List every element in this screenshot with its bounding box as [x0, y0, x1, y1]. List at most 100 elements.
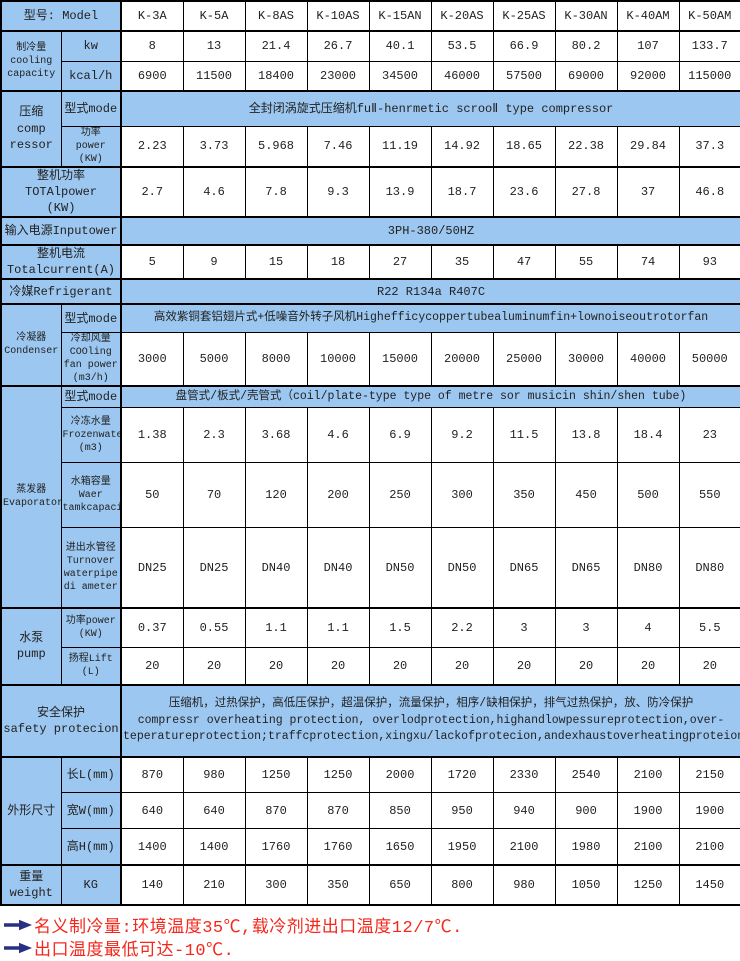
value-cell: 27: [368, 244, 432, 280]
value-cell: 1250: [244, 755, 308, 794]
notes: 名义制冷量:环境温度35℃,载冷剂进出口温度12/7℃. 出口温度最低可达-10…: [0, 906, 740, 961]
value-cell: 200: [306, 462, 370, 529]
value-cell: 11500: [182, 60, 246, 92]
table-row: 水箱容量 Waer tamkcapacity(L)507012020025030…: [1, 462, 740, 529]
value-cell: 3: [492, 606, 556, 649]
value-cell: 18: [306, 244, 370, 280]
value-cell: 2.23: [120, 125, 184, 167]
model-header-cell: K-5A: [182, 0, 246, 32]
value-cell: 18.65: [492, 125, 556, 167]
value-cell: 10000: [306, 331, 370, 387]
value-cell: 3.68: [244, 407, 308, 464]
value-cell: DN25: [182, 527, 246, 609]
model-header-cell: K-3A: [120, 0, 184, 32]
merged-value-compressor-type: 全封闭涡旋式压缩机fuⅡ-henrmetic scrooⅡ type compr…: [120, 90, 740, 127]
value-cell: 20: [616, 647, 680, 686]
value-cell: 1450: [678, 863, 740, 906]
value-cell: DN80: [678, 527, 740, 609]
table-row: kcal/h 6900 11500 18400 23000 34500 46000 57500…: [1, 60, 740, 92]
value-cell: 1980: [554, 828, 618, 866]
value-cell: 5000: [182, 331, 246, 387]
merged-value-evaporator-type: 盘管式/板式/壳管式（coil/plate-type type of metre…: [120, 384, 740, 409]
row-label-kw: kw: [60, 30, 122, 62]
value-cell: DN25: [120, 527, 184, 609]
value-cell: 2.3: [182, 407, 246, 464]
value-cell: 14.92: [430, 125, 494, 167]
value-cell: 1400: [120, 828, 184, 866]
value-cell: 9.3: [306, 165, 370, 218]
value-cell: 2540: [554, 755, 618, 794]
value-cell: 140: [120, 863, 184, 906]
value-cell: 3000: [120, 331, 184, 387]
value-cell: 2.2: [430, 606, 494, 649]
table-row: 功率 power (KW) 2.23 3.73 5.968 7.46 11.19 14.92…: [1, 125, 740, 167]
row-label-kcalh: kcal/h: [60, 60, 122, 92]
model-header-cell: K-25AS: [492, 0, 556, 32]
model-header-cell: K-10AS: [306, 0, 370, 32]
value-cell: 2100: [678, 828, 740, 866]
value-cell: 3: [554, 606, 618, 649]
table-row: 压缩 comp ressor 型式mode 全封闭涡旋式压缩机fuⅡ-henrmet…: [0, 90, 740, 167]
value-cell: 550: [678, 462, 740, 529]
note-text: 名义制冷量:环境温度35℃,载冷剂进出口温度12/7℃.: [34, 919, 463, 939]
value-cell: 3.73: [182, 125, 246, 167]
row-label-width: 宽W(mm): [60, 792, 122, 830]
value-cell: 55: [554, 244, 618, 280]
value-cell: 22.38: [554, 125, 618, 167]
value-cell: 980: [182, 755, 246, 794]
value-cell: 0.37: [120, 606, 184, 649]
model-header-cell: K-15AN: [368, 0, 432, 32]
model-header-cell: K-30AN: [554, 0, 618, 32]
value-cell: 1.1: [306, 606, 370, 649]
value-cell: 500: [616, 462, 680, 529]
value-cell: 26.7: [306, 30, 370, 62]
table-row: 整机电流 Totalcurrent(A) 5 9 15 18 27 35 47 55 74 93: [0, 244, 740, 280]
value-cell: 9.2: [430, 407, 494, 464]
value-cell: 30000: [554, 331, 618, 387]
value-cell: 2.7: [120, 165, 184, 218]
value-cell: 23: [678, 407, 740, 464]
row-label-mode: 型式mode: [60, 303, 122, 333]
table-row: 整机功率 TOTAlpower (KW) 2.7 4.6 7.8 9.3 13.9 18.7…: [0, 165, 740, 218]
value-cell: DN40: [306, 527, 370, 609]
value-cell: 7.8: [244, 165, 308, 218]
value-cell: 69000: [554, 60, 618, 92]
section-label-cooling-capacity: 制冷量 cooling capacity: [0, 30, 62, 92]
value-cell: 900: [554, 792, 618, 830]
value-cell: 1400: [182, 828, 246, 866]
value-cell: 20: [492, 647, 556, 686]
value-cell: 850: [368, 792, 432, 830]
value-cell: 120: [244, 462, 308, 529]
row-label-input-power: 输入电源Inputower: [0, 216, 122, 246]
value-cell: 23000: [306, 60, 370, 92]
note-line: 名义制冷量:环境温度35℃,载冷剂进出口温度12/7℃.: [4, 914, 740, 939]
value-cell: 450: [554, 462, 618, 529]
value-cell: 7.46: [306, 125, 370, 167]
table-row: 外形尺寸 长L(mm) 870 980 1250 1250 2000 1720 2330 2540…: [0, 755, 740, 866]
value-cell: 40000: [616, 331, 680, 387]
value-cell: 50000: [678, 331, 740, 387]
value-cell: 980: [492, 863, 556, 906]
value-cell: 940: [492, 792, 556, 830]
value-cell: DN65: [492, 527, 556, 609]
value-cell: 25000: [492, 331, 556, 387]
value-cell: 40.1: [368, 30, 432, 62]
row-label-pump-power: 功率power (KW): [60, 606, 122, 649]
table-row: 高H(mm) 1400 1400 1760 1760 1650 1950 2100 1980 21…: [1, 828, 740, 866]
value-cell: DN50: [368, 527, 432, 609]
row-label-total-power: 整机功率 TOTAlpower (KW): [0, 165, 122, 218]
value-cell: 2100: [492, 828, 556, 866]
value-cell: 13.8: [554, 407, 618, 464]
table-row: 宽W(mm) 640 640 870 870 850 950 940 900 1900 1900: [1, 792, 740, 830]
value-cell: 640: [182, 792, 246, 830]
value-cell: 18400: [244, 60, 308, 92]
value-cell: 21.4: [244, 30, 308, 62]
value-cell: 20000: [430, 331, 494, 387]
value-cell: 4.6: [182, 165, 246, 218]
value-cell: 5: [120, 244, 184, 280]
value-cell: 20: [306, 647, 370, 686]
value-cell: 950: [430, 792, 494, 830]
value-cell: DN40: [244, 527, 308, 609]
section-label-safety: 安全保护 safety protecion: [0, 683, 122, 758]
row-label-kg: KG: [60, 863, 122, 906]
